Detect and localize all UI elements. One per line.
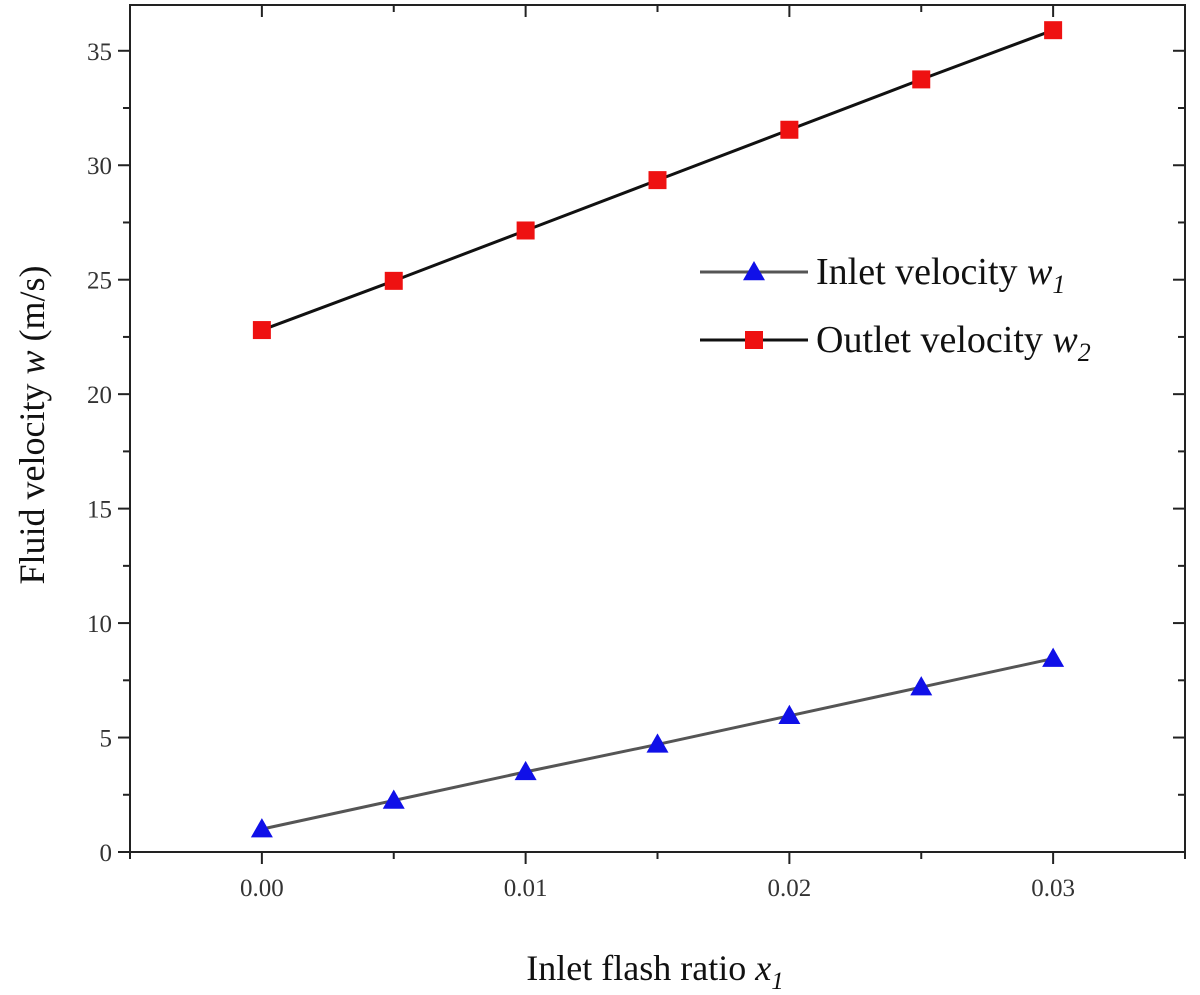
legend-label-1: Inlet velocity w1 xyxy=(816,251,1065,299)
data-point-series-2 xyxy=(516,221,535,240)
data-point-series-2 xyxy=(384,271,403,290)
data-point-series-1 xyxy=(514,760,537,781)
legend-marker-1 xyxy=(743,261,765,281)
data-point-series-2 xyxy=(648,171,667,190)
y-tick-label: 10 xyxy=(87,611,112,638)
data-point-series-2 xyxy=(912,70,931,89)
series-markers xyxy=(250,21,1065,838)
data-point-series-1 xyxy=(382,789,405,809)
x-tick-label: 0.01 xyxy=(504,875,548,902)
data-point-series-1 xyxy=(250,818,273,838)
y-tick-label: 30 xyxy=(87,153,112,180)
x-tick-label: 0.00 xyxy=(240,875,284,902)
x-axis: 0.00 0.01 0.02 0.03 xyxy=(129,5,1186,902)
legend: Inlet velocity w1 Outlet velocity w2 xyxy=(700,251,1091,367)
y-tick-label: 25 xyxy=(87,268,112,295)
x-tick-label: 0.03 xyxy=(1031,875,1075,902)
plot-border xyxy=(129,4,1186,853)
x-axis-title: Inlet flash ratio x1 xyxy=(526,948,783,995)
plot-frame xyxy=(129,4,1186,853)
series-lines xyxy=(261,28,1054,831)
y-tick-label: 0 xyxy=(100,840,113,867)
y-tick-label: 15 xyxy=(87,497,112,524)
legend-marker-2 xyxy=(745,331,763,349)
data-point-series-1 xyxy=(646,733,669,753)
y-tick-label: 5 xyxy=(100,726,113,753)
x-tick-label: 0.02 xyxy=(768,875,812,902)
y-axis: 0 5 10 15 20 25 30 35 xyxy=(87,39,1185,867)
y-axis-title: Fluid velocity w (m/s) xyxy=(12,265,52,584)
data-point-series-1 xyxy=(1042,647,1065,667)
data-point-series-2 xyxy=(1044,21,1063,40)
legend-label-2: Outlet velocity w2 xyxy=(816,319,1091,367)
y-tick-label: 35 xyxy=(87,39,112,66)
y-tick-label: 20 xyxy=(87,382,112,409)
data-point-series-2 xyxy=(252,321,271,340)
data-point-series-2 xyxy=(780,120,799,139)
data-point-series-1 xyxy=(910,676,933,696)
data-point-series-1 xyxy=(778,704,801,725)
